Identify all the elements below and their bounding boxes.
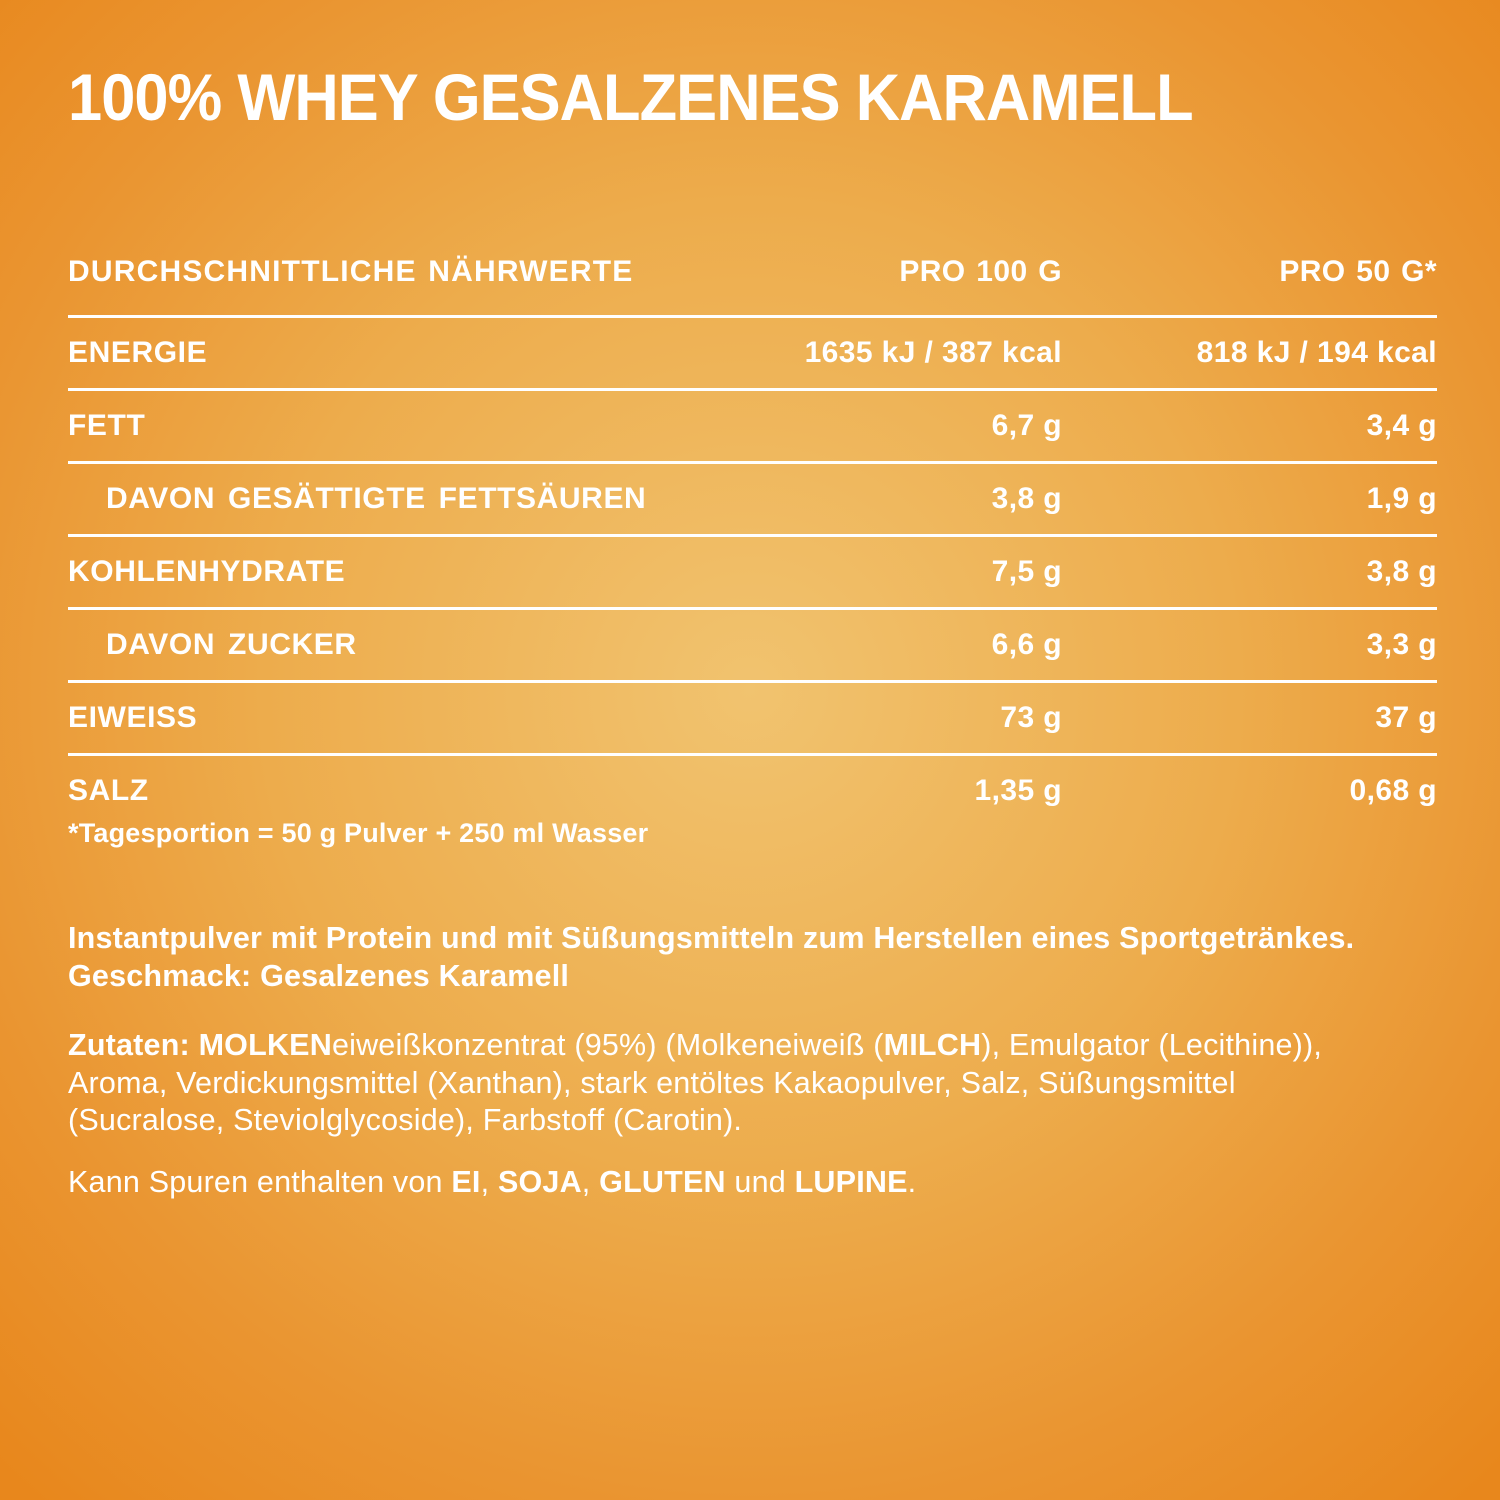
value-per-50g: 37 g: [1375, 701, 1437, 734]
bold-text-segment: MILCH: [883, 1028, 982, 1062]
nutrient-label: KOHLENHYDRATE: [68, 555, 346, 588]
value-per-100g: 6,7 g: [991, 409, 1062, 442]
nutrient-label: FETT: [68, 409, 146, 442]
value-per-100g: 1635 kJ / 387 kcal: [804, 336, 1062, 369]
nutrient-label: ENERGIE: [68, 336, 208, 369]
text-segment: Kann Spuren enthalten von: [68, 1165, 452, 1199]
bold-text-segment: SOJA: [497, 1165, 582, 1199]
nutrient-label: DAVON ZUCKER: [106, 628, 357, 661]
header-nutrients-label: DURCHSCHNITTLICHE NÄHRWERTE: [68, 255, 634, 288]
table-row: DAVON GESÄTTIGTE FETTSÄUREN 3,8 g 1,9 g: [68, 461, 1437, 534]
value-per-100g: 1,35 g: [974, 774, 1062, 807]
table-row: SALZ 1,35 g 0,68 g: [68, 753, 1437, 826]
value-per-100g: 3,8 g: [991, 482, 1062, 515]
ingredients-paragraph: Zutaten: MOLKENeiweißkonzentrat (95%) (M…: [68, 1027, 1398, 1140]
header-per-50g-label: PRO 50 G*: [1279, 255, 1437, 288]
value-per-50g: 1,9 g: [1366, 482, 1437, 515]
text-segment: eiweißkonzentrat (95%) (Molkeneiweiß (: [331, 1028, 884, 1062]
value-per-50g: 3,3 g: [1366, 628, 1437, 661]
bold-text-segment: Zutaten:: [68, 1028, 190, 1062]
value-per-50g: 0,68 g: [1349, 774, 1437, 807]
bold-text-segment: GLUTEN: [599, 1165, 726, 1199]
serving-footnote: *Tagesportion = 50 g Pulver + 250 ml Was…: [68, 818, 649, 848]
page-title: 100% WHEY GESALZENES KARAMELL: [68, 60, 1194, 134]
text-segment: ,: [581, 1165, 600, 1199]
value-per-100g: 7,5 g: [991, 555, 1062, 588]
table-row: FETT 6,7 g 3,4 g: [68, 388, 1437, 461]
text-segment: ,: [480, 1165, 498, 1199]
text-segment: und: [725, 1165, 795, 1199]
text-segment: .: [907, 1165, 917, 1199]
nutrition-table: DURCHSCHNITTLICHE NÄHRWERTE PRO 100 G PR…: [68, 255, 1437, 826]
bold-text-segment: MOLKEN: [198, 1028, 332, 1062]
bold-text-segment: EI: [451, 1165, 481, 1199]
bold-text-segment: LUPINE: [794, 1165, 908, 1199]
nutrition-table-header: DURCHSCHNITTLICHE NÄHRWERTE PRO 100 G PR…: [68, 255, 1437, 315]
nutrient-label: SALZ: [68, 774, 149, 807]
text-segment: [190, 1028, 199, 1062]
table-row: DAVON ZUCKER 6,6 g 3,3 g: [68, 607, 1437, 680]
value-per-50g: 818 kJ / 194 kcal: [1196, 336, 1437, 369]
value-per-100g: 73 g: [1000, 701, 1062, 734]
text-segment: ), Emulgator (Lecithine)), Aroma, Verdic…: [68, 1028, 1323, 1137]
allergens-paragraph: Kann Spuren enthalten von EI, SOJA, GLUT…: [68, 1164, 1398, 1202]
nutrient-label: EIWEISS: [68, 701, 198, 734]
value-per-50g: 3,8 g: [1366, 555, 1437, 588]
header-per-100g-label: PRO 100 G: [899, 255, 1062, 288]
value-per-50g: 3,4 g: [1366, 409, 1437, 442]
product-description: Instantpulver mit Protein und mit Süßung…: [68, 919, 1378, 995]
table-row: ENERGIE 1635 kJ / 387 kcal 818 kJ / 194 kc…: [68, 315, 1437, 388]
table-row: EIWEISS 73 g 37 g: [68, 680, 1437, 753]
bold-text-segment: Instantpulver mit Protein und mit Süßung…: [68, 921, 1355, 993]
nutrition-rows: ENERGIE 1635 kJ / 387 kcal 818 kJ / 194 kc…: [68, 315, 1437, 826]
nutrient-label: DAVON GESÄTTIGTE FETTSÄUREN: [106, 482, 647, 515]
value-per-100g: 6,6 g: [991, 628, 1062, 661]
table-row: KOHLENHYDRATE 7,5 g 3,8 g: [68, 534, 1437, 607]
